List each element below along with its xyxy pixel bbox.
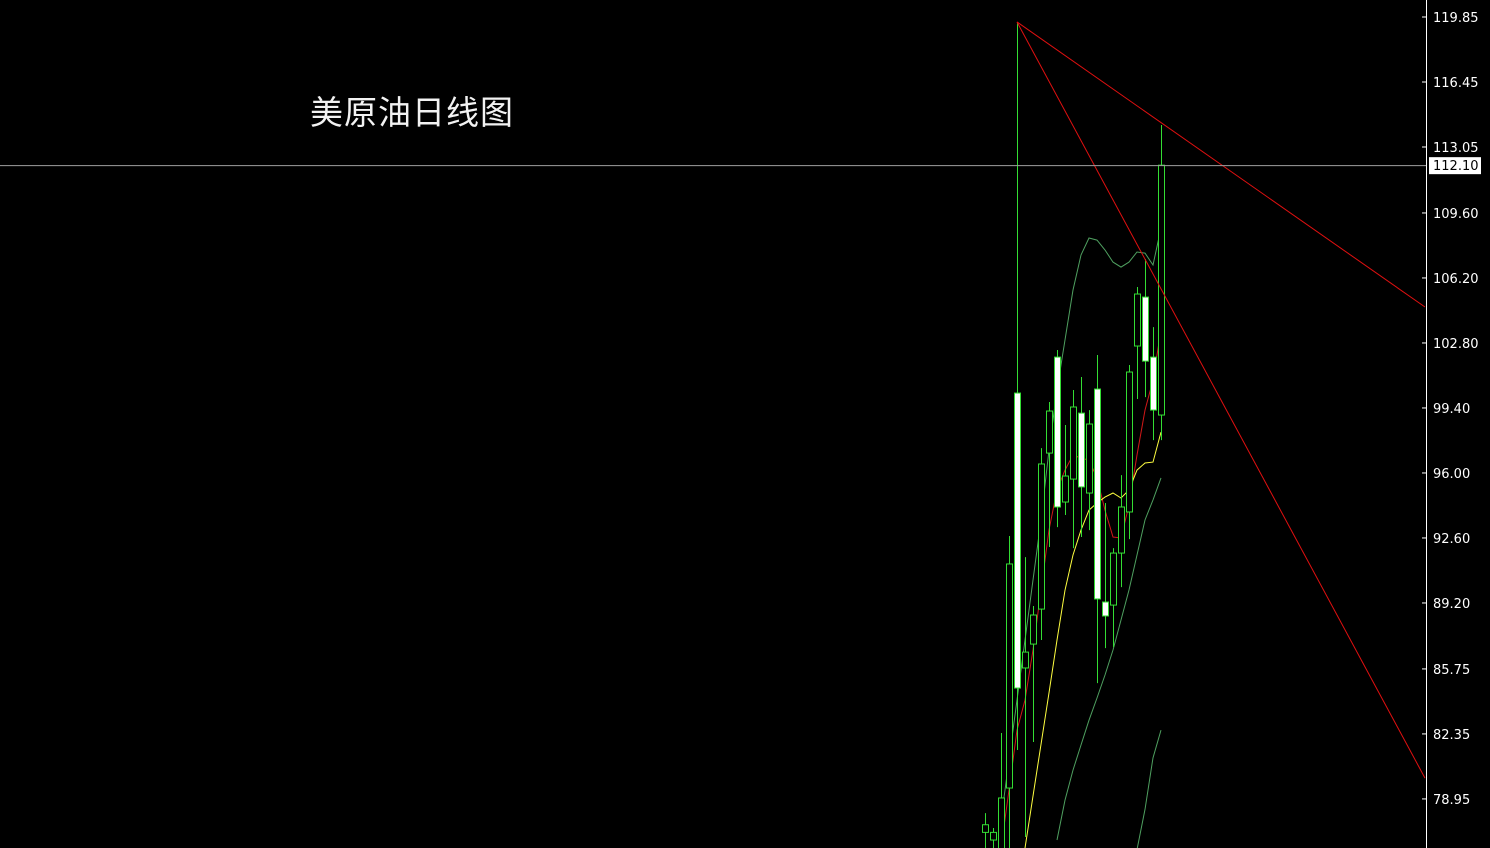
- candles: [982, 21, 1165, 848]
- candle: [1086, 410, 1093, 531]
- y-tick-label: 116.45: [1433, 76, 1479, 91]
- candle: [998, 732, 1005, 848]
- candle-body-bullish: [1126, 371, 1133, 513]
- y-tick-label: 82.35: [1433, 728, 1470, 743]
- candle-body-bullish: [990, 831, 997, 841]
- candle-body-bullish: [982, 824, 989, 833]
- candle: [1142, 259, 1149, 398]
- trendlines: [1016, 21, 1426, 779]
- candle: [1078, 376, 1085, 538]
- candle-body-bullish: [1086, 423, 1093, 494]
- indicator-line-2: [1024, 431, 1162, 848]
- y-tick-label: 102.80: [1433, 337, 1479, 352]
- y-tick-label: 106.20: [1433, 272, 1479, 287]
- y-tick-label: 92.60: [1433, 532, 1470, 547]
- candle-body-bullish: [1118, 506, 1125, 554]
- trendline-2: [1016, 21, 1426, 779]
- candle-body-bullish: [1110, 552, 1117, 606]
- candle-body-bullish: [1006, 563, 1013, 789]
- candle: [1118, 475, 1125, 588]
- candle-body-bearish: [1150, 356, 1157, 411]
- candle: [1158, 125, 1165, 441]
- candle: [1102, 502, 1109, 649]
- candle-body-bearish: [1078, 412, 1085, 488]
- indicator-line-4: [1056, 477, 1162, 841]
- candle-body-bullish: [1046, 410, 1053, 454]
- candle-body-bearish: [1142, 296, 1149, 362]
- candle: [1006, 536, 1013, 848]
- candle-body-bearish: [1094, 388, 1101, 600]
- candle-body-bullish: [1030, 614, 1037, 645]
- candle-body-bearish: [1054, 356, 1061, 508]
- candle-body-bullish: [1038, 463, 1045, 610]
- y-tick-label: 109.60: [1433, 207, 1479, 222]
- y-tick-label: 78.95: [1433, 793, 1470, 808]
- y-tick-label: 85.75: [1433, 663, 1470, 678]
- candle: [1038, 448, 1045, 641]
- candle: [990, 827, 997, 848]
- indicator-line-5: [1136, 729, 1162, 848]
- current-price-box: [1429, 157, 1481, 175]
- candle-body-bearish: [1014, 392, 1021, 689]
- candle: [1022, 557, 1029, 837]
- current-price-label: 112.10: [1433, 159, 1479, 174]
- y-tick-label: 96.00: [1433, 467, 1470, 482]
- y-axis-ticks: 119.85 116.45 113.05 109.60 106.20 102.80 99.4…: [1422, 11, 1479, 808]
- candle: [1110, 548, 1117, 648]
- y-tick-label: 89.20: [1433, 597, 1470, 612]
- indicator-line-3: [1000, 227, 1162, 821]
- y-tick-label: 113.05: [1433, 141, 1479, 156]
- chart-title: 美原油日线图: [310, 93, 514, 132]
- candle: [982, 813, 989, 848]
- candle-body-bullish: [1070, 406, 1077, 480]
- candle: [1046, 402, 1053, 547]
- candle: [1062, 424, 1069, 516]
- y-tick-label: 99.40: [1433, 402, 1470, 417]
- candle-body-bullish: [1062, 475, 1069, 503]
- y-tick-label: 119.85: [1433, 11, 1479, 26]
- trendline-1: [1016, 21, 1426, 308]
- candle-body-bullish: [998, 797, 1005, 848]
- candle: [1030, 606, 1037, 742]
- candle-body-bullish: [1134, 293, 1141, 347]
- candle: [1014, 21, 1021, 750]
- candle: [1070, 389, 1077, 549]
- candle: [1094, 355, 1101, 684]
- candle: [1126, 364, 1133, 540]
- candle-body-bullish: [1022, 651, 1029, 669]
- candle: [1054, 350, 1061, 528]
- candle: [1150, 327, 1157, 441]
- candle-body-bearish: [1102, 601, 1109, 617]
- candle: [1134, 286, 1141, 399]
